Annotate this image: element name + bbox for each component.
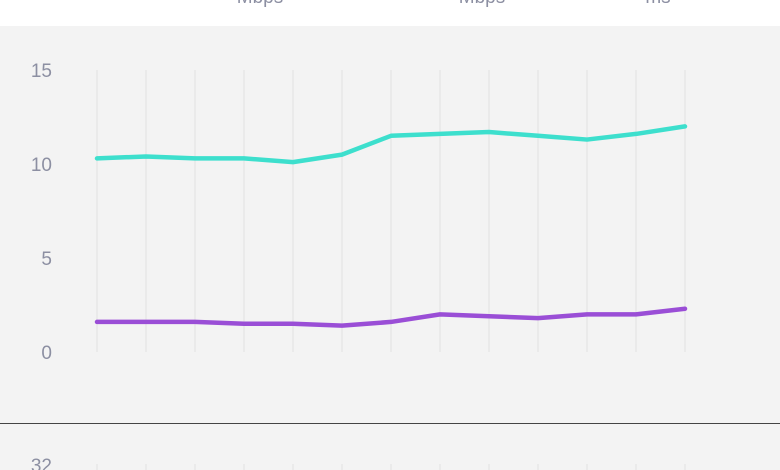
unit-label: ms [645, 0, 670, 8]
unit-label: Mbps [237, 0, 283, 8]
series-line [94, 306, 688, 328]
y-tick-label: 10 [31, 155, 52, 176]
y-tick-label: 15 [31, 61, 52, 82]
y-tick-label: 0 [41, 343, 52, 364]
chart-panel [0, 424, 780, 470]
series-line [94, 124, 688, 165]
y-tick-label: 32 [31, 456, 52, 470]
chart-panel [0, 26, 780, 423]
header-strip [0, 0, 780, 26]
unit-label: Mbps [459, 0, 505, 8]
y-tick-label: 5 [41, 249, 52, 270]
